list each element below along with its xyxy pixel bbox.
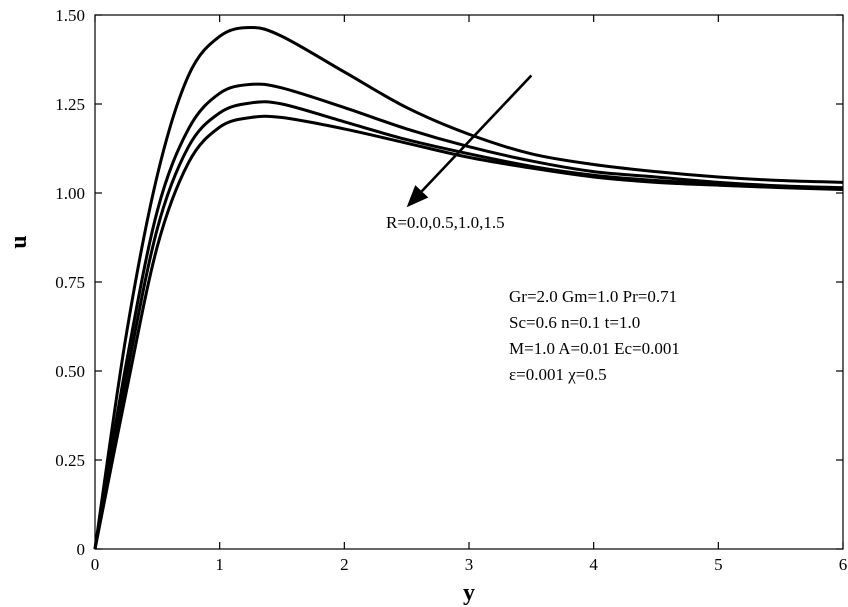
arrow-group (406, 74, 533, 208)
param-line-4: ε=0.001 χ=0.5 (509, 365, 607, 384)
y-tick-label: 1.50 (55, 6, 85, 25)
y-tick-label: 1.25 (55, 95, 85, 114)
x-tick-label: 4 (589, 555, 598, 574)
y-tick-label: 0.75 (55, 273, 85, 292)
x-axis-label: y (463, 580, 475, 606)
x-tick-label: 0 (91, 555, 100, 574)
y-tick-label: 0.25 (55, 451, 85, 470)
param-line-2: Sc=0.6 n=0.1 t=1.0 (509, 313, 640, 332)
series-line-1 (93, 25, 844, 550)
param-line-1: Gr=2.0 Gm=1.0 Pr=0.71 (509, 287, 677, 306)
x-tick-label: 1 (215, 555, 224, 574)
arrow-head (406, 185, 429, 208)
x-tick-label: 5 (714, 555, 723, 574)
series-line-4 (93, 114, 844, 550)
x-tick-label: 2 (340, 555, 349, 574)
series-line-3 (93, 100, 844, 550)
plot-frame (94, 14, 844, 550)
x-tick-labels: 0 1 2 3 4 5 6 (91, 555, 848, 574)
axis-ticks (94, 14, 844, 550)
param-line-3: M=1.0 A=0.01 Ec=0.001 (509, 339, 680, 358)
y-tick-label: 1.00 (55, 184, 85, 203)
x-tick-label: 3 (465, 555, 474, 574)
arrow-annotation: R=0.0,0.5,1.0,1.5 (386, 213, 505, 232)
y-tick-label: 0 (77, 540, 86, 559)
y-axis-label: u (6, 235, 32, 248)
y-tick-label: 0.50 (55, 362, 85, 381)
arrow-shaft (420, 74, 533, 193)
series-line-2 (93, 82, 844, 550)
y-tick-labels: 0 0.25 0.50 0.75 1.00 1.25 1.50 (55, 6, 85, 559)
x-tick-label: 6 (839, 555, 848, 574)
series-group (93, 25, 844, 550)
